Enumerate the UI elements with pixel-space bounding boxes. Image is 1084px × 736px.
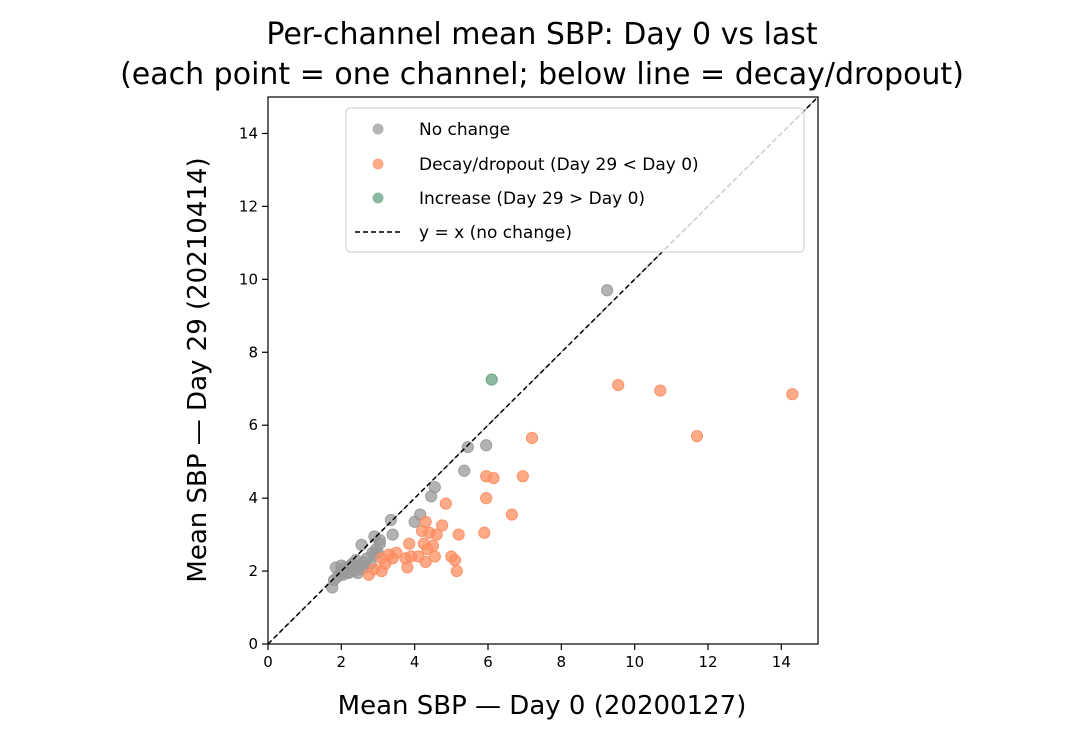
point-decay — [439, 497, 452, 510]
y-tick-label: 4 — [248, 489, 258, 507]
point-decay — [419, 555, 432, 569]
point-no-change — [428, 481, 441, 494]
chart-title-line-1: Per-channel mean SBP: Day 0 vs last — [266, 17, 818, 52]
y-tick-label: 14 — [239, 124, 258, 142]
point-decay — [401, 561, 414, 574]
plot-area: 0 2 4 6 8 10 12 14 0 2 4 6 8 10 12 14 — [239, 96, 819, 671]
point-no-change — [342, 566, 355, 579]
point-decay — [419, 515, 432, 528]
point-no-change — [384, 513, 397, 527]
y-tick-label: 6 — [248, 416, 258, 434]
legend-box — [345, 107, 805, 253]
point-decay — [403, 537, 416, 550]
point-decay — [690, 430, 704, 443]
point-no-change — [458, 464, 471, 477]
x-tick-label: 6 — [483, 653, 493, 671]
point-decay — [612, 378, 625, 392]
point-decay — [428, 550, 441, 563]
x-tick-label: 2 — [337, 653, 347, 671]
reference-line-y-equals-x — [267, 96, 819, 645]
point-decay — [525, 431, 539, 445]
point-no-change — [355, 538, 368, 551]
point-decay — [452, 528, 465, 541]
legend-label-reference: y = x (no change) — [419, 223, 572, 243]
point-decay — [487, 471, 500, 485]
point-decay — [786, 388, 799, 401]
y-tick-label: 10 — [239, 270, 258, 288]
point-decay — [448, 554, 462, 567]
x-tick-label: 12 — [698, 653, 717, 671]
axes-frame — [267, 96, 819, 645]
legend-marker-decay — [372, 158, 384, 170]
point-decay — [430, 528, 443, 541]
x-tick-label: 8 — [557, 653, 567, 671]
legend-label-no-change: No change — [419, 120, 510, 140]
point-decay — [450, 564, 463, 578]
point-no-change — [461, 440, 474, 454]
x-axis-label: Mean SBP — Day 0 (20200127) — [338, 691, 747, 721]
point-decay — [480, 492, 493, 505]
point-decay — [478, 526, 491, 539]
point-decay — [505, 508, 518, 521]
y-tick-label: 12 — [239, 197, 258, 215]
x-tick-label: 4 — [410, 653, 420, 671]
legend-marker-increase — [372, 192, 384, 204]
point-no-change — [373, 537, 386, 550]
y-tick-label: 2 — [248, 562, 258, 580]
legend: No change Decay/dropout (Day 29 < Day 0)… — [345, 107, 805, 253]
point-increase — [485, 373, 498, 386]
point-no-change — [386, 528, 399, 541]
point-decay — [426, 539, 440, 552]
x-tick-label: 14 — [772, 653, 791, 671]
y-axis-label: Mean SBP — Day 29 (20210414) — [183, 157, 213, 582]
point-decay — [436, 519, 449, 532]
legend-label-increase: Increase (Day 29 > Day 0) — [419, 189, 645, 209]
point-decay — [390, 546, 403, 559]
y-tick-label: 0 — [248, 635, 258, 653]
point-no-change — [601, 284, 614, 297]
chart-title-line-2: (each point = one channel; below line = … — [120, 57, 964, 92]
x-tick-label: 0 — [263, 653, 273, 671]
x-tick-label: 10 — [625, 653, 644, 671]
point-decay — [654, 384, 667, 397]
y-tick-label: 8 — [248, 343, 258, 361]
legend-label-decay: Decay/dropout (Day 29 < Day 0) — [419, 155, 699, 175]
point-no-change — [480, 439, 493, 452]
point-decay — [516, 470, 529, 483]
legend-marker-no-change — [372, 123, 384, 135]
